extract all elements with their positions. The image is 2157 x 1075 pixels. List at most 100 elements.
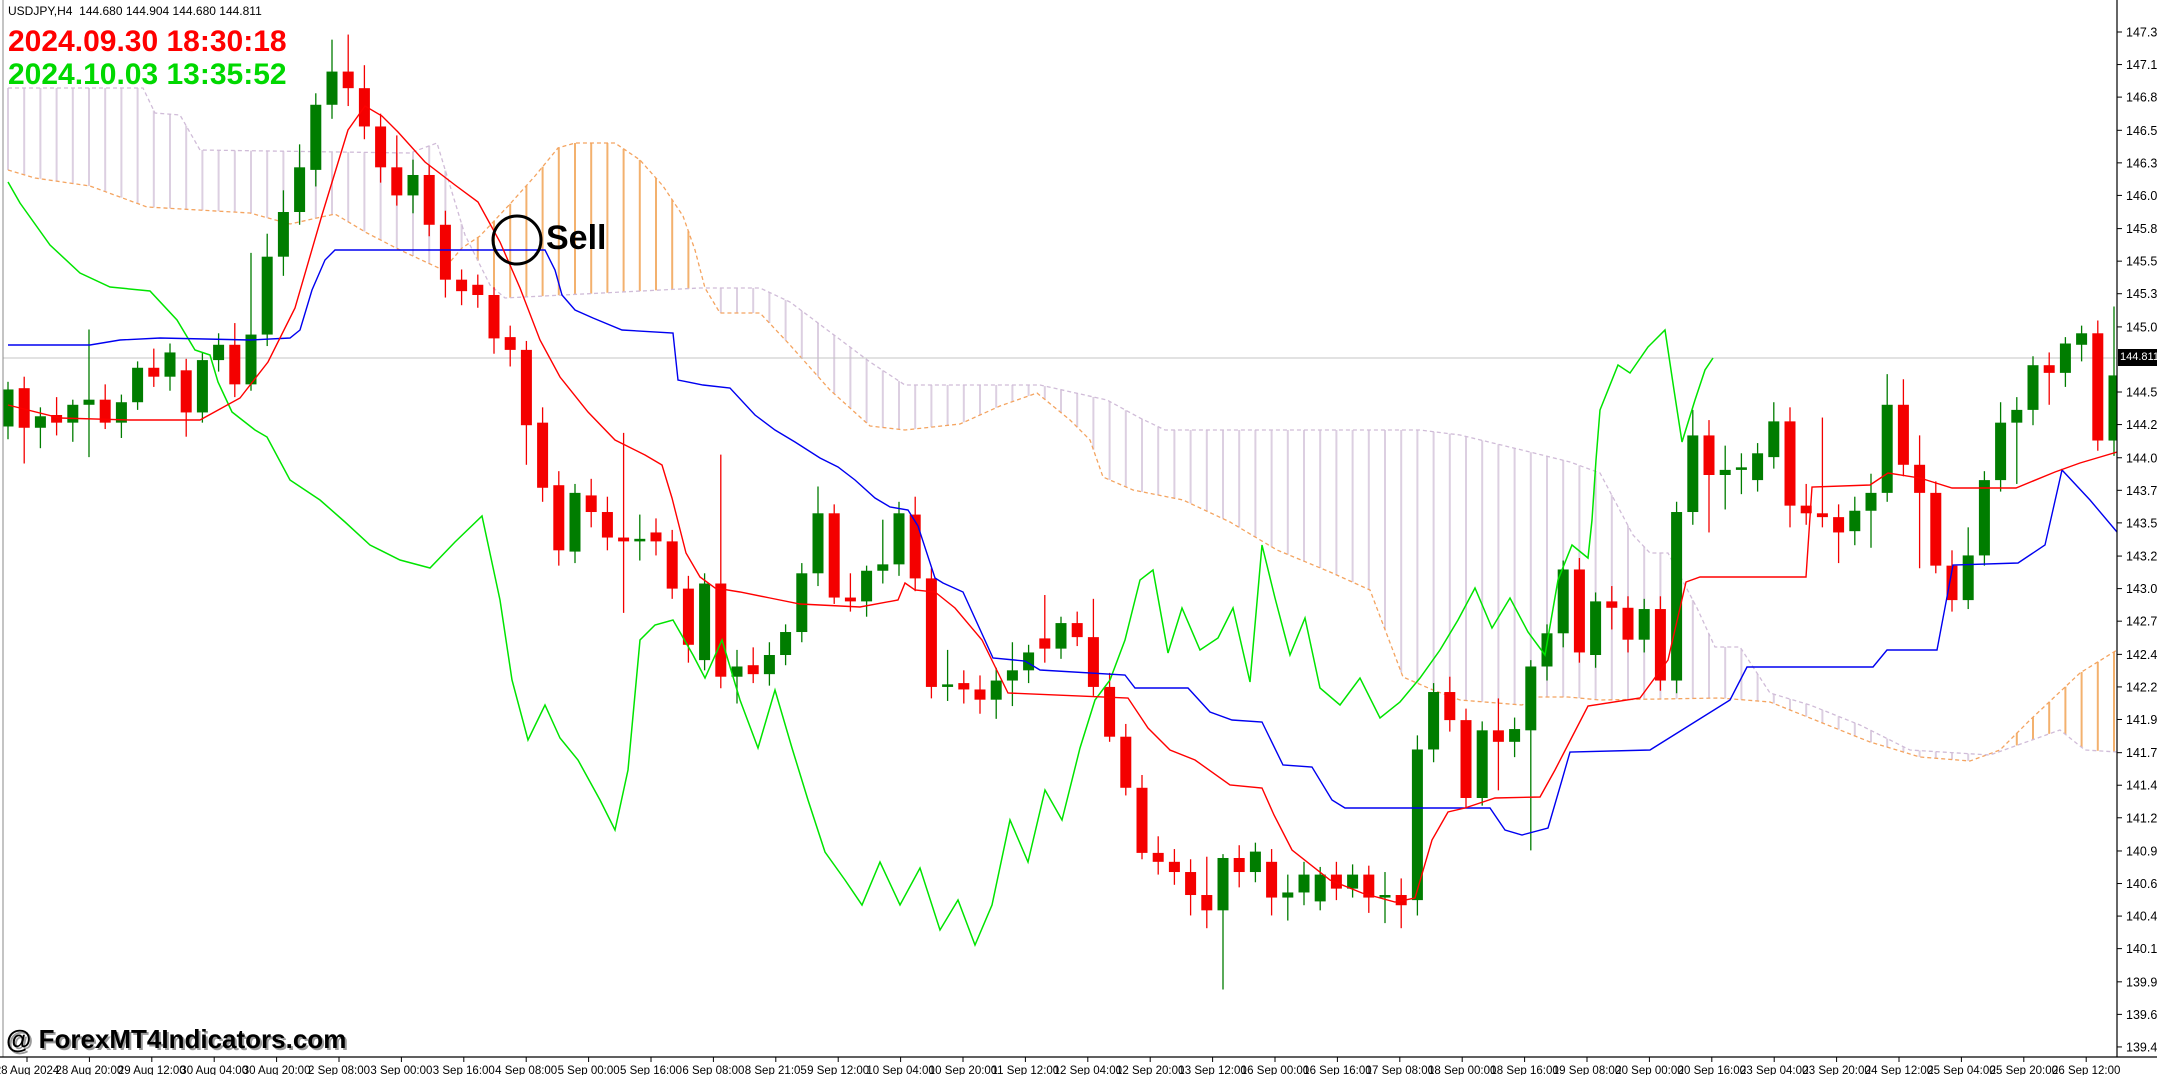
bull-candle-body	[67, 404, 79, 423]
bear-candle-body	[828, 513, 840, 598]
bear-candle-body	[1930, 492, 1942, 566]
bear-candle-body	[601, 512, 613, 538]
bear-candle-body	[229, 344, 241, 385]
time-label: 2 Sep 08:00	[308, 1065, 370, 1075]
bull-candle-body	[796, 573, 808, 633]
tenkan-sen-line	[7, 105, 2117, 903]
bull-candle-body	[261, 256, 273, 335]
price-label: 139.665	[2126, 1008, 2157, 1022]
bear-candle-body	[148, 367, 160, 377]
bull-candle-body	[1476, 730, 1488, 798]
bull-candle-body	[1217, 857, 1229, 911]
time-label: 16 Sep 00:00	[1241, 1065, 1309, 1075]
bear-candle-body	[618, 537, 630, 542]
bull-candle-body	[699, 583, 711, 661]
bear-candle-body	[715, 583, 727, 677]
price-label: 147.105	[2126, 58, 2157, 72]
bear-candle-body	[375, 126, 387, 168]
bear-candle-body	[1071, 623, 1083, 638]
bull-candle-body	[1298, 874, 1310, 893]
price-label: 146.335	[2126, 156, 2157, 170]
chart-title: USDJPY,H4 144.680 144.904 144.680 144.81…	[8, 4, 262, 18]
time-label: 10 Sep 20:00	[929, 1065, 997, 1075]
bull-candle-body	[1525, 666, 1537, 731]
bear-candle-body	[537, 422, 549, 488]
plot-area[interactable]	[3, 34, 2120, 990]
bear-candle-body	[488, 294, 500, 339]
bull-candle-body	[115, 402, 127, 423]
bull-candle-body	[1590, 601, 1602, 656]
bull-candle-body	[569, 492, 581, 552]
price-label: 141.715	[2126, 746, 2157, 760]
bull-candle-body	[1978, 480, 1990, 556]
price-label: 145.820	[2126, 222, 2157, 236]
candlesticks	[3, 34, 2117, 990]
bull-candle-body	[2108, 375, 2117, 441]
time-label: 5 Sep 00:00	[558, 1065, 620, 1075]
bull-candle-body	[634, 538, 646, 542]
price-label: 139.410	[2126, 1040, 2157, 1054]
price-label: 145.310	[2126, 287, 2157, 301]
bear-candle-body	[844, 597, 856, 602]
bear-candle-body	[1266, 861, 1278, 898]
bear-candle-body	[1654, 609, 1666, 681]
senkou-span-a-line	[7, 142, 2117, 762]
bear-candle-body	[1039, 638, 1051, 649]
time-label: 29 Aug 12:00	[118, 1065, 186, 1075]
time-label: 9 Sep 12:00	[807, 1065, 869, 1075]
price-label: 139.920	[2126, 975, 2157, 989]
bear-candle-body	[1330, 874, 1342, 889]
bull-candle-body	[2076, 333, 2088, 345]
time-label: 30 Aug 04:00	[180, 1065, 248, 1075]
time-label: 24 Sep 12:00	[1865, 1065, 1933, 1075]
bull-candle-body	[1249, 851, 1261, 873]
bear-candle-body	[504, 337, 516, 350]
bull-candle-body	[1428, 692, 1440, 750]
current-price-tag: 144.811	[2118, 349, 2157, 366]
time-label: 12 Sep 20:00	[1116, 1065, 1184, 1075]
bear-candle-body	[974, 689, 986, 700]
time-label: 17 Sep 08:00	[1366, 1065, 1434, 1075]
bull-candle-body	[1509, 729, 1521, 742]
time-label: 5 Sep 16:00	[620, 1065, 682, 1075]
price-label: 140.180	[2126, 942, 2157, 956]
price-label: 143.515	[2126, 516, 2157, 530]
signal-timestamp-red: 2024.09.30 18:30:18	[8, 25, 287, 58]
price-label: 141.975	[2126, 713, 2157, 727]
bear-candle-body	[423, 174, 435, 225]
bull-candle-body	[277, 212, 289, 257]
bear-candle-body	[1444, 692, 1456, 721]
time-label: 3 Sep 16:00	[433, 1065, 495, 1075]
bull-candle-body	[3, 389, 14, 427]
bear-candle-body	[391, 167, 403, 196]
bull-candle-body	[1557, 569, 1569, 634]
price-label: 144.540	[2126, 386, 2157, 400]
bull-candle-body	[2011, 409, 2023, 423]
bull-candle-body	[83, 399, 95, 405]
time-label: 4 Sep 08:00	[495, 1065, 557, 1075]
bear-candle-body	[1897, 404, 1909, 465]
bull-candle-body	[1347, 874, 1359, 889]
bear-candle-body	[1816, 513, 1828, 518]
price-label: 146.080	[2126, 189, 2157, 203]
time-label: 11 Sep 12:00	[992, 1065, 1060, 1075]
bull-candle-body	[1314, 874, 1326, 902]
bear-candle-body	[925, 578, 937, 687]
bear-candle-body	[1460, 720, 1472, 798]
time-label: 28 Aug 2024	[0, 1065, 60, 1075]
bear-candle-body	[1120, 736, 1132, 788]
bear-candle-body	[1622, 607, 1634, 640]
bear-candle-body	[2043, 365, 2055, 373]
time-label: 18 Sep 00:00	[1428, 1065, 1496, 1075]
bear-candle-body	[1104, 686, 1116, 737]
price-label: 146.590	[2126, 124, 2157, 138]
time-label: 30 Aug 20:00	[243, 1065, 311, 1075]
time-label: 12 Sep 04:00	[1054, 1065, 1122, 1075]
bear-candle-body	[1492, 730, 1504, 742]
bear-candle-body	[650, 532, 662, 542]
bull-candle-body	[877, 564, 889, 571]
time-label: 10 Sep 04:00	[866, 1065, 934, 1075]
price-label: 142.230	[2126, 680, 2157, 694]
